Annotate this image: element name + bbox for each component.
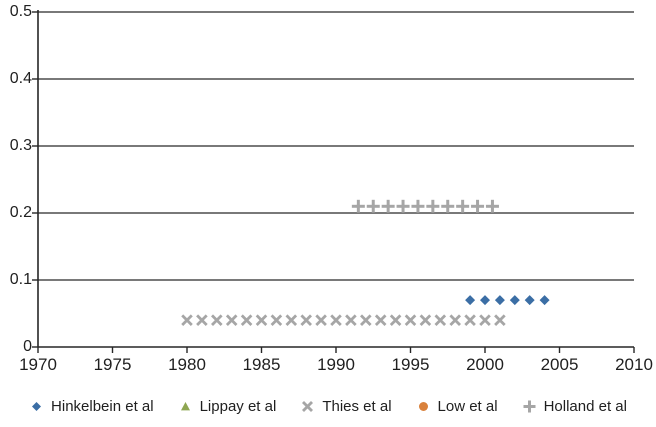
x-tick-label: 1975 [93, 355, 132, 374]
x-tick-label: 1985 [242, 355, 281, 374]
data-point [404, 314, 417, 326]
data-point [441, 199, 455, 213]
data-point [240, 314, 253, 326]
plus-marker-icon [523, 400, 536, 413]
data-point [285, 314, 298, 326]
legend-label: Thies et al [322, 398, 392, 415]
data-point [494, 295, 505, 306]
data-point [330, 314, 342, 326]
data-point [480, 295, 490, 306]
y-tick-label: 0.4 [9, 70, 32, 87]
legend-item-hinkelbein-et-al: Hinkelbein et al [29, 398, 154, 415]
data-point [381, 199, 395, 213]
legend-label: Hinkelbein et al [51, 398, 154, 415]
legend-item-holland-et-al: Holland et al [522, 398, 627, 415]
x-tick-label: 1980 [168, 355, 206, 374]
x-tick-label: 2000 [466, 355, 504, 374]
data-point [351, 199, 365, 213]
data-point [389, 314, 402, 326]
data-point [539, 295, 550, 306]
data-point [366, 199, 380, 213]
legend-item-lippay-et-al: Lippay et al [178, 398, 277, 415]
data-point [471, 199, 485, 213]
data-point [211, 314, 223, 326]
data-point [396, 199, 410, 213]
data-point [494, 314, 506, 326]
x-marker-icon [302, 401, 314, 412]
data-point [300, 314, 312, 326]
data-point [456, 199, 470, 213]
data-point [465, 295, 476, 306]
data-point [270, 314, 283, 326]
x-tick-label: 1995 [391, 355, 430, 374]
x-tick-label: 1990 [317, 355, 355, 374]
data-point [434, 314, 447, 326]
circle-marker-icon [418, 402, 428, 411]
legend-label: Low et al [437, 398, 498, 415]
data-point [374, 314, 387, 326]
series-thies-et-al [181, 314, 506, 326]
data-point [360, 314, 372, 326]
data-point [479, 314, 491, 326]
data-point [464, 314, 476, 326]
data-point [345, 314, 357, 326]
x-tick-label: 2010 [615, 355, 653, 374]
chart-legend: Hinkelbein et al Lippay et al Thies et al L… [0, 398, 656, 415]
diamond-marker-icon [32, 402, 42, 411]
data-point [449, 314, 461, 326]
series-holland-et-al [351, 199, 499, 213]
y-tick-label: 0.1 [9, 271, 32, 288]
legend-item-thies-et-al: Thies et al [300, 398, 392, 415]
data-point [411, 199, 425, 213]
legend-label: Lippay et al [199, 398, 277, 415]
data-point [181, 314, 193, 326]
series-hinkelbein-et-al [465, 295, 550, 306]
data-point [255, 314, 268, 326]
data-point [426, 199, 440, 213]
data-point [225, 314, 238, 326]
data-point [509, 295, 520, 306]
x-tick-label: 2005 [540, 355, 579, 374]
y-tick-label: 0.5 [9, 3, 32, 20]
data-point [419, 314, 432, 326]
y-tick-label: 0 [23, 338, 32, 355]
legend-label: Holland et al [543, 398, 627, 415]
legend-item-low-et-al: Low et al [416, 398, 498, 415]
y-tick-label: 0.3 [9, 137, 32, 154]
data-point [524, 295, 535, 306]
data-point [315, 314, 327, 326]
triangle-marker-icon [180, 402, 190, 411]
x-tick-label: 1970 [19, 355, 57, 374]
data-point [485, 199, 499, 213]
data-point [196, 314, 208, 326]
y-tick-label: 0.2 [9, 204, 32, 221]
